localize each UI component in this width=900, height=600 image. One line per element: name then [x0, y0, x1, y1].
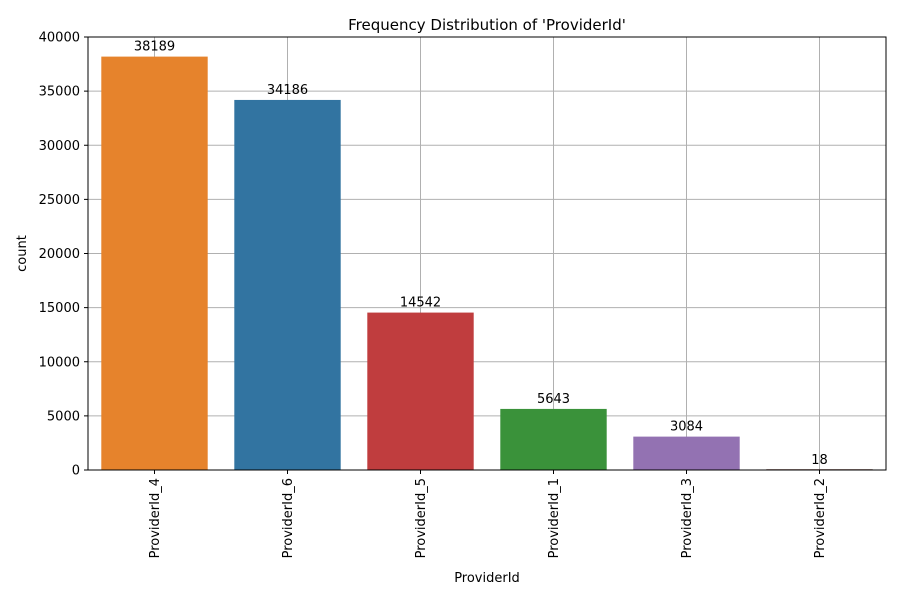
bar-value-labels: 38189 34186 14542 5643 3084 18 — [134, 40, 828, 468]
x-tick-label: ProviderId_2 — [813, 478, 828, 558]
bar-providerid-3 — [633, 436, 740, 470]
bar-providerid-5 — [367, 312, 474, 470]
y-tick-label: 15000 — [39, 301, 80, 316]
y-tick-label: 35000 — [39, 85, 80, 100]
bar-value-label: 14542 — [400, 296, 441, 311]
x-tick-label: ProviderId_1 — [547, 478, 562, 558]
y-tick-label: 0 — [72, 464, 80, 479]
y-axis-ticks: 0 5000 10000 15000 20000 25000 30000 35000 40000 — [39, 31, 88, 479]
bar-value-label: 34186 — [267, 83, 308, 98]
bar-providerid-1 — [500, 408, 607, 470]
y-axis-label: count — [15, 235, 30, 272]
bar-value-label: 18 — [811, 453, 828, 468]
x-tick-label: ProviderId_3 — [680, 478, 695, 558]
x-tick-label: ProviderId_5 — [414, 478, 429, 558]
y-tick-label: 20000 — [39, 247, 80, 262]
bar-providerid-4 — [101, 56, 208, 471]
bar-value-label: 38189 — [134, 40, 175, 55]
y-tick-label: 30000 — [39, 139, 80, 154]
bar-value-label: 3084 — [670, 420, 703, 435]
y-tick-label: 40000 — [39, 31, 80, 46]
chart-title: Frequency Distribution of 'ProviderId' — [348, 16, 626, 34]
bar-providerid-6 — [234, 99, 341, 470]
x-axis-label: ProviderId — [454, 571, 520, 586]
y-tick-label: 25000 — [39, 193, 80, 208]
bar-value-label: 5643 — [537, 392, 570, 407]
x-axis-ticks: ProviderId_4 ProviderId_6 ProviderId_5 Prov… — [148, 470, 828, 558]
x-tick-label: ProviderId_4 — [148, 478, 163, 558]
x-tick-label: ProviderId_6 — [281, 478, 296, 558]
bars — [101, 56, 873, 471]
y-tick-label: 5000 — [47, 409, 80, 424]
y-tick-label: 10000 — [39, 355, 80, 370]
